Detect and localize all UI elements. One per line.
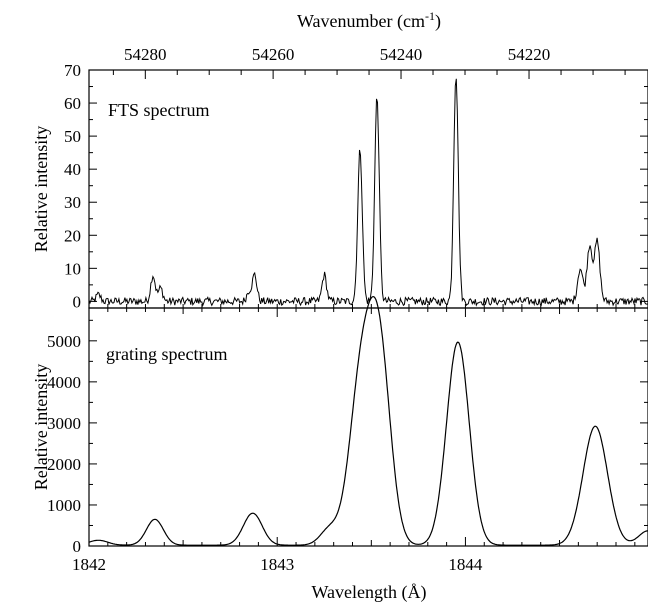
wavenumber-tick-label: 54240 [380,45,423,64]
wavelength-tick-labels: 1842 1843 1844 [72,555,483,574]
wavelength-tick-label: 1842 [72,555,106,574]
fts-y-tick-label: 30 [64,193,81,212]
grating-y-axis-title: Relative intensity [31,364,51,490]
grating-y-tick-label: 1000 [47,496,81,515]
wavenumber-tick-labels: 54280 54260 54240 54220 [124,45,550,64]
fts-panel-label: FTS spectrum [108,100,210,120]
grating-y-tick-label: 3000 [47,414,81,433]
grating-tick-labels: 0 1000 2000 3000 4000 5000 [47,332,81,556]
fts-tick-labels: 0 10 20 30 40 50 60 70 [64,61,81,311]
wavenumber-tick-label: 54260 [252,45,295,64]
grating-y-tick-label: 4000 [47,373,81,392]
fts-y-tick-label: 40 [64,160,81,179]
fts-y-axis-title: Relative intensity [31,126,51,252]
wavelength-tick-label: 1844 [448,555,483,574]
fts-spectrum-line [88,78,648,307]
grating-y-tick-label: 5000 [47,332,81,351]
fts-y-tick-label: 50 [64,127,81,146]
fts-axis-ticks [88,69,648,308]
grating-spectrum-line [88,295,648,546]
wavelength-axis-title: Wavelength (Å) [311,582,426,603]
grating-y-tick-label: 0 [73,537,82,556]
wavenumber-tick-label: 54280 [124,45,167,64]
fts-y-tick-label: 10 [64,259,81,278]
grating-panel-frame [88,307,648,547]
fts-y-tick-label: 70 [64,61,81,80]
grating-y-tick-label: 2000 [47,455,81,474]
wavelength-tick-label: 1843 [260,555,294,574]
wavenumber-tick-label: 54220 [508,45,551,64]
wavenumber-axis-title: Wavenumber (cm-1) [297,9,441,32]
fts-y-tick-label: 0 [73,292,82,311]
fts-y-tick-label: 60 [64,94,81,113]
fts-y-tick-label: 20 [64,226,81,245]
grating-panel-label: grating spectrum [106,344,227,364]
